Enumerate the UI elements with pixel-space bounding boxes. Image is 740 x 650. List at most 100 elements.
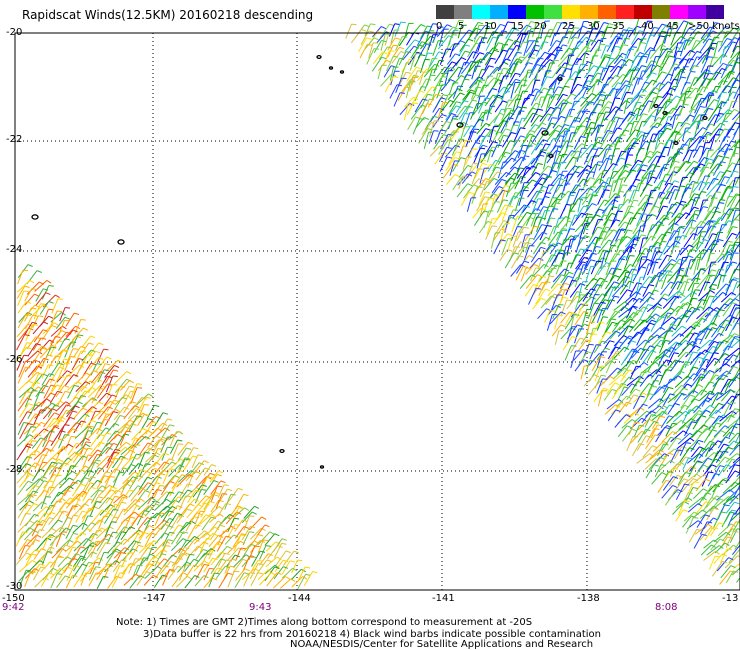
wind-barb	[706, 314, 716, 331]
wind-barb-flag	[701, 368, 707, 371]
wind-barb-flag	[68, 443, 74, 448]
wind-barb-flag	[609, 65, 615, 68]
wind-barb-flag	[626, 395, 632, 399]
wind-barb-flag	[711, 262, 717, 266]
wind-barb	[732, 110, 740, 121]
wind-barb	[611, 37, 619, 53]
wind-barb-flag	[64, 424, 70, 426]
wind-barb-flag	[734, 470, 740, 474]
wind-barb	[638, 237, 644, 256]
wind-barb	[639, 291, 650, 303]
wind-barb	[603, 389, 613, 401]
wind-barb	[653, 23, 663, 37]
wind-barb	[648, 306, 658, 319]
wind-barb-flag	[125, 483, 131, 487]
wind-barb-flag	[719, 309, 725, 312]
wind-barb	[673, 76, 682, 92]
wind-barb-flag	[48, 285, 54, 287]
wind-barb	[540, 94, 548, 108]
wind-barb	[645, 50, 651, 64]
wind-barb	[626, 436, 634, 452]
wind-barb	[651, 472, 663, 485]
wind-barb	[645, 141, 651, 157]
wind-barb	[698, 390, 711, 402]
wind-barb	[97, 406, 109, 420]
wind-barb-flag	[129, 380, 135, 384]
wind-barb-flag	[43, 384, 49, 388]
wind-barb-flag	[564, 124, 570, 127]
wind-barb-flag	[620, 326, 626, 330]
wind-barb-flag	[48, 373, 55, 376]
wind-barb	[724, 440, 735, 451]
wind-barb-flag	[733, 59, 739, 63]
wind-barb-flag	[653, 464, 659, 467]
wind-barb-flag	[503, 134, 509, 137]
wind-barb-flag	[152, 421, 158, 424]
wind-barb	[628, 319, 641, 333]
wind-barb-flag	[657, 279, 663, 282]
wind-barb-flag	[42, 347, 48, 351]
wind-barb	[500, 39, 509, 54]
wind-barb-flag	[382, 51, 388, 55]
wind-barb	[635, 371, 643, 387]
wind-barb	[720, 240, 729, 257]
wind-barb-flag	[688, 86, 694, 90]
wind-barb-flag	[719, 128, 725, 132]
wind-barb	[380, 73, 392, 87]
wind-barb-flag	[520, 127, 526, 130]
wind-barb-flag	[74, 385, 80, 387]
wind-barb	[492, 228, 502, 241]
wind-barb	[652, 130, 660, 143]
wind-barb-flag	[520, 135, 526, 138]
wind-barb-flag	[709, 440, 715, 444]
wind-barb-flag	[630, 111, 636, 115]
wind-barb-flag	[543, 263, 549, 268]
wind-barb	[436, 84, 443, 99]
wind-barb-flag	[77, 493, 83, 497]
wind-barb	[434, 130, 442, 144]
wind-barb	[55, 385, 65, 398]
wind-barb-flag	[727, 536, 733, 539]
wind-barb	[683, 373, 695, 386]
wind-barb-flag	[700, 180, 706, 184]
wind-barb	[75, 361, 84, 378]
wind-barb	[497, 68, 504, 81]
wind-barb	[505, 63, 514, 80]
wind-barb	[662, 87, 672, 99]
wind-barb	[625, 129, 636, 143]
wind-barb-flag	[708, 158, 714, 161]
wind-barb-flag	[717, 182, 723, 187]
wind-barb-flag	[448, 133, 454, 136]
wind-barb-flag	[468, 29, 474, 33]
wind-barb-flag	[733, 570, 739, 573]
wind-barb-flag	[514, 166, 520, 170]
wind-barb-flag	[364, 24, 370, 28]
wind-barb-flag	[119, 415, 125, 418]
wind-barb-flag	[546, 192, 552, 194]
wind-barb-flag	[453, 163, 459, 167]
wind-barb-flag	[90, 335, 96, 339]
wind-barb-flag	[603, 22, 609, 25]
wind-barb	[532, 297, 542, 310]
wind-barb-flag	[666, 254, 672, 258]
wind-barb-flag	[503, 199, 509, 202]
wind-barb	[532, 189, 540, 205]
wind-barb	[636, 213, 643, 227]
wind-barb	[82, 454, 89, 468]
wind-barb	[63, 428, 74, 439]
wind-barb-flag	[460, 157, 466, 160]
wind-barb-flag	[517, 226, 523, 228]
wind-barb-flag	[126, 370, 132, 375]
wind-barb	[636, 453, 651, 464]
wind-barb-flag	[147, 476, 153, 480]
wind-barb-flag	[708, 393, 715, 396]
wind-barb-flag	[553, 59, 559, 62]
wind-barb-flag	[732, 179, 738, 183]
wind-barb	[59, 307, 66, 322]
wind-barb-flag	[43, 357, 49, 361]
wind-barb-flag	[23, 354, 29, 357]
wind-barb-flag	[459, 138, 465, 140]
wind-barb	[659, 124, 668, 137]
wind-barb-flag	[688, 27, 694, 31]
wind-barb-flag	[556, 264, 561, 268]
